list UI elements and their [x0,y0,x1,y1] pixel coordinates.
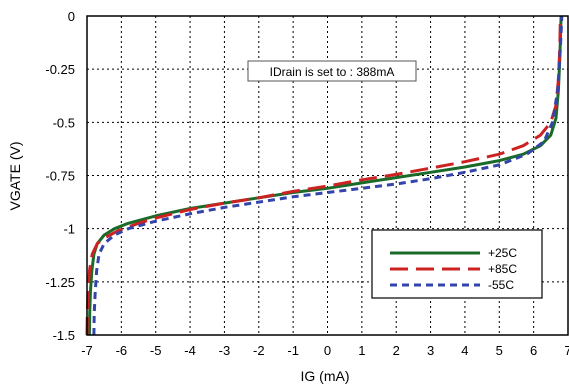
annotation-text: IDrain is set to : 388mA [270,65,395,79]
x-tick-label: 0 [324,343,331,358]
series-line-2 [92,15,564,336]
x-tick-label: 3 [427,343,434,358]
y-tick-label: -0.25 [45,62,75,77]
y-tick-label: -1.25 [45,275,75,290]
x-tick-label: 7 [564,343,569,358]
x-tick-label: -6 [116,343,128,358]
y-axis-label: VGATE (V) [7,142,23,211]
series-line-1 [85,15,562,336]
x-tick-label: -2 [253,343,265,358]
x-tick-label: 6 [530,343,537,358]
y-tick-label: -0.75 [45,169,75,184]
series-layer [85,15,564,336]
x-tick-label: -7 [81,343,93,358]
y-tick-label: -0.5 [53,115,75,130]
x-axis-label: IG (mA) [301,368,350,384]
annotation: IDrain is set to : 388mA [247,60,417,82]
x-tick-label: -3 [219,343,231,358]
x-tick-label: 5 [496,343,503,358]
x-tick-label: 1 [358,343,365,358]
ticks: -7 -6 -5 -4 -3 -2 -1 0 1 2 3 4 5 6 7 0 -0.25 -0.5 -0.75 -1 -… [45,9,569,358]
legend-label-m55c: -55C [488,278,514,292]
annotation-box [247,60,417,82]
y-tick-label: 0 [68,9,75,24]
legend: +25C +85C -55C [371,229,543,299]
legend-label-25c: +25C [488,246,517,260]
x-tick-label: -5 [150,343,162,358]
x-tick-label: -1 [287,343,299,358]
x-tick-label: -4 [184,343,196,358]
y-tick-label: -1.5 [53,328,75,343]
x-tick-label: 4 [461,343,468,358]
legend-box [371,229,543,299]
plot-frame [86,15,569,336]
x-tick-label: 2 [393,343,400,358]
legend-label-85c: +85C [488,262,517,276]
y-tick-label: -1 [63,222,75,237]
